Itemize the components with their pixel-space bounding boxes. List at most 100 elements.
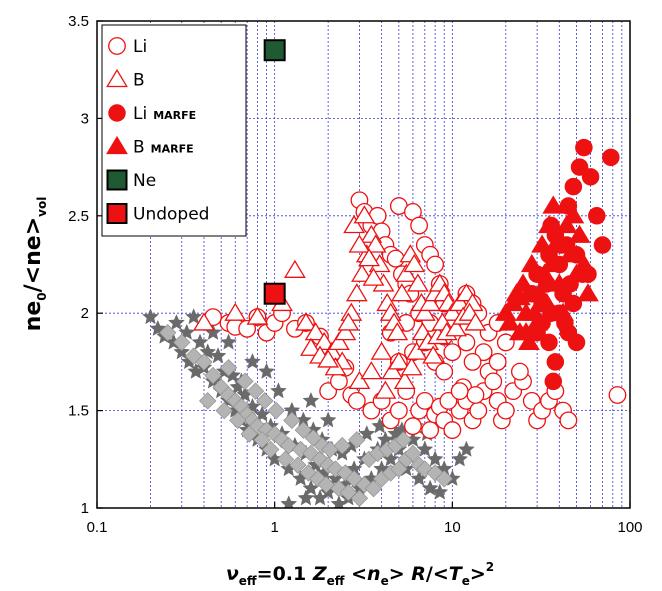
data-point-li bbox=[469, 401, 488, 420]
data-point-li-marfe bbox=[564, 294, 583, 313]
data-point-b-marfe bbox=[538, 214, 560, 234]
data-point-undoped bbox=[263, 282, 286, 305]
data-point-b bbox=[406, 273, 429, 292]
data-point-li-marfe bbox=[544, 372, 563, 391]
data-point-b bbox=[441, 302, 464, 321]
data-point-b bbox=[387, 351, 410, 370]
data-point-b bbox=[390, 283, 413, 302]
data-point bbox=[173, 333, 191, 352]
data-point bbox=[244, 352, 261, 370]
data-point-b-marfe bbox=[498, 312, 521, 331]
plot-frame bbox=[96, 20, 631, 509]
data-point bbox=[191, 333, 209, 350]
data-point-b bbox=[464, 312, 487, 331]
data-point-b bbox=[300, 337, 322, 356]
data-point bbox=[240, 425, 258, 443]
data-point bbox=[382, 450, 400, 467]
data-point-li bbox=[496, 401, 515, 420]
data-point-b bbox=[283, 259, 306, 278]
data-point bbox=[269, 382, 287, 399]
data-point-ne bbox=[263, 39, 286, 62]
data-point bbox=[262, 440, 280, 459]
data-point bbox=[185, 308, 203, 325]
data-point-b-marfe bbox=[544, 234, 567, 253]
data-point-b bbox=[328, 331, 350, 351]
data-point bbox=[426, 450, 444, 467]
data-point bbox=[159, 324, 177, 342]
data-point-b-marfe bbox=[518, 331, 540, 351]
data-point bbox=[258, 362, 276, 379]
data-point-li bbox=[443, 421, 462, 439]
data-point-b bbox=[348, 370, 371, 390]
data-point-li bbox=[404, 417, 422, 436]
data-point-b-marfe bbox=[548, 273, 571, 292]
data-point-b bbox=[370, 341, 393, 360]
data-point-li bbox=[443, 343, 462, 362]
y-tick-label: 2 bbox=[81, 305, 89, 322]
data-point-b-marfe bbox=[508, 287, 531, 306]
data-point-b-marfe bbox=[562, 205, 585, 224]
data-point-li bbox=[474, 343, 493, 362]
data-point bbox=[283, 411, 301, 430]
data-point bbox=[435, 470, 453, 488]
data-point-b-marfe bbox=[535, 292, 558, 312]
data-points bbox=[193, 39, 627, 439]
data-point-li bbox=[488, 352, 507, 371]
data-point-b bbox=[353, 205, 376, 224]
data-point-b bbox=[403, 253, 426, 273]
data-point-li bbox=[386, 249, 405, 268]
data-point-b bbox=[334, 322, 357, 341]
x-tick-label: 100 bbox=[617, 519, 642, 536]
data-point-li-marfe bbox=[564, 177, 583, 196]
data-point-li-marfe bbox=[546, 353, 565, 371]
data-point bbox=[289, 456, 307, 474]
y-tick-label: 1 bbox=[81, 500, 89, 517]
legend-label: Li MARFE bbox=[133, 104, 196, 124]
data-point-li bbox=[457, 333, 476, 352]
data-point-b bbox=[419, 292, 442, 312]
data-point-b bbox=[374, 380, 397, 399]
data-point-li-marfe bbox=[575, 138, 593, 157]
data-point-li bbox=[608, 386, 627, 404]
data-point-b-marfe bbox=[572, 253, 595, 273]
data-point bbox=[215, 401, 233, 420]
data-point bbox=[431, 483, 449, 500]
axis-ticks: 0.1 1 10 100 1 1.5 2 2.5 3 3.5 bbox=[68, 13, 642, 536]
data-point bbox=[220, 333, 238, 350]
data-point-li-marfe bbox=[570, 158, 589, 176]
data-point-b bbox=[395, 263, 418, 282]
data-point bbox=[350, 489, 369, 507]
data-point-li bbox=[389, 401, 408, 420]
data-point bbox=[229, 411, 247, 430]
legend-marker bbox=[106, 169, 128, 191]
x-tick-label: 1 bbox=[270, 519, 278, 536]
data-point-b bbox=[393, 370, 416, 390]
legend-label: B MARFE bbox=[133, 138, 194, 158]
data-point-li-marfe bbox=[602, 148, 620, 167]
data-point-b-marfe bbox=[542, 195, 565, 214]
data-point bbox=[394, 431, 413, 449]
data-point bbox=[276, 450, 295, 468]
data-point-b-marfe bbox=[555, 214, 578, 234]
data-point-b-marfe bbox=[528, 283, 551, 302]
data-point-li bbox=[484, 372, 503, 391]
data-point-b bbox=[345, 283, 368, 302]
data-point-b-marfe bbox=[577, 283, 599, 302]
data-point-li bbox=[510, 362, 529, 381]
data-point bbox=[246, 382, 265, 400]
data-point-li bbox=[410, 216, 428, 235]
data-point-b bbox=[386, 322, 409, 341]
data-point-b bbox=[400, 357, 423, 376]
data-point-b bbox=[337, 312, 360, 331]
legend-marker bbox=[108, 104, 126, 122]
data-point bbox=[333, 436, 351, 455]
data-point bbox=[142, 308, 159, 325]
legend-label: Undoped bbox=[133, 205, 209, 225]
data-point bbox=[319, 411, 337, 428]
data-point-li bbox=[347, 391, 366, 410]
legend-marker bbox=[108, 37, 126, 55]
background-points bbox=[142, 308, 475, 508]
x-tick-label: 10 bbox=[444, 519, 461, 536]
y-tick-label: 2.5 bbox=[68, 208, 89, 225]
